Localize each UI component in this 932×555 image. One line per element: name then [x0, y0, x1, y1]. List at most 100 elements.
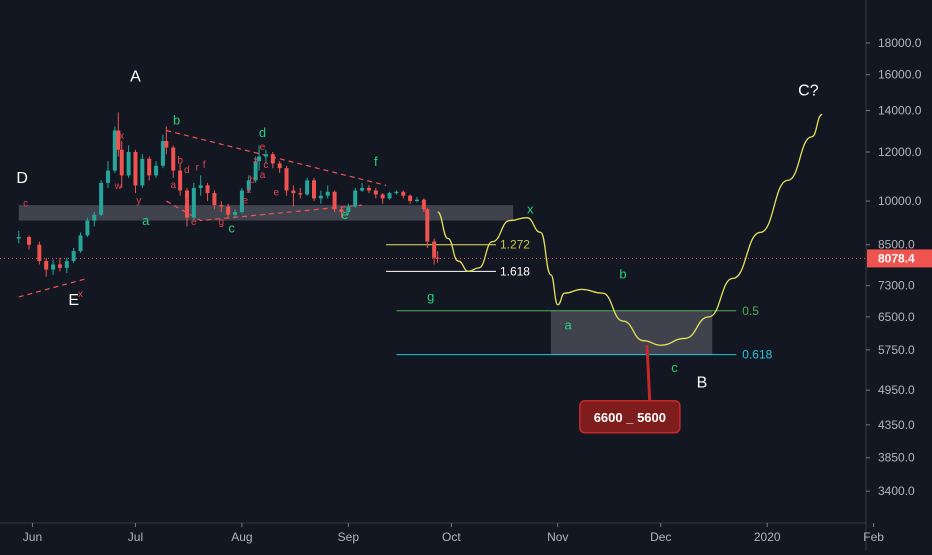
y-tick-label-9: 4950.0 [878, 383, 915, 397]
candle-5 [57, 257, 62, 272]
candle-17 [133, 149, 138, 194]
candle-1 [27, 235, 32, 250]
candle-18 [140, 154, 145, 188]
candle-body [154, 165, 159, 176]
candle-29 [212, 190, 217, 210]
candle-28 [205, 182, 210, 202]
candle-0 [16, 230, 21, 244]
lines-layer [0, 113, 866, 404]
candle-19 [147, 156, 152, 181]
x-tick-label-2: Aug [231, 530, 252, 544]
candle-39 [277, 161, 282, 173]
candle-26 [191, 182, 196, 221]
candle-11 [99, 180, 104, 217]
candle-52 [366, 185, 371, 194]
candle-22 [164, 126, 169, 155]
callout-box: 6600 _ 5600 [579, 400, 681, 434]
candle-body [421, 199, 426, 210]
candle-body [291, 190, 296, 194]
candle-body [198, 185, 203, 188]
candle-31 [226, 203, 231, 218]
fib-label-2: 0.5 [742, 304, 759, 318]
sub-wave-label-11: e [191, 217, 197, 228]
candle-body [27, 236, 32, 245]
callout-background [579, 400, 681, 434]
candle-55 [387, 191, 392, 200]
candle-body [318, 195, 323, 199]
support-zone [18, 205, 514, 221]
x-tick-label-4: Oct [442, 530, 461, 544]
candle-body [126, 152, 131, 176]
sub-wave-label-9: f [203, 160, 206, 171]
sub-wave-label-16: x [253, 155, 258, 166]
candle-body [116, 130, 121, 150]
candle-body [106, 170, 110, 183]
candle-body [44, 261, 49, 270]
x-axis-panel [0, 523, 866, 550]
candle-48 [339, 206, 344, 218]
candle-body [16, 236, 21, 239]
minor-wave-label-6: x [527, 201, 534, 216]
candle-body [85, 220, 90, 236]
candle-49 [346, 203, 351, 215]
candle-27 [198, 175, 203, 196]
candle-47 [332, 190, 337, 213]
fib-label-3: 0.618 [742, 348, 772, 362]
y-tick-label-11: 3850.0 [878, 451, 915, 465]
candle-53 [373, 187, 378, 199]
candle-24 [178, 163, 183, 196]
major-wave-label-1: D [16, 170, 28, 187]
y-tick-label-3: 12000.0 [878, 145, 922, 159]
current-price-badge: 8078.4 [867, 249, 932, 268]
candle-body [284, 168, 289, 191]
candle-16 [126, 145, 131, 178]
y-tick-label-5: 8500.0 [878, 238, 915, 252]
y-tick-label-12: 3400.0 [878, 484, 915, 498]
candle-4 [51, 259, 56, 275]
y-tick-label-6: 7300.0 [878, 279, 915, 293]
candle-10 [92, 212, 97, 227]
sub-wave-label-7: b [177, 155, 183, 166]
candle-40 [284, 165, 289, 196]
candle-body [277, 163, 282, 169]
candle-body [51, 264, 56, 270]
candle-body [219, 205, 224, 207]
candle-34 [246, 175, 251, 194]
trend-line-2 [18, 277, 88, 298]
sub-wave-label-13: x [246, 185, 251, 196]
candle-44 [312, 177, 316, 202]
candle-body [332, 191, 337, 210]
candle-54 [380, 193, 385, 204]
minor-wave-label-10: c [671, 360, 678, 375]
x-tick-label-7: 2020 [754, 530, 781, 544]
sub-wave-label-15: e [243, 196, 249, 207]
candle-body [184, 190, 189, 218]
candle-20 [154, 161, 159, 178]
candle-body [140, 158, 145, 186]
candle-body [380, 194, 385, 199]
x-tick-label-8: Feb [863, 530, 884, 544]
candle-body [432, 241, 437, 258]
x-tick-label-0: Jun [23, 530, 42, 544]
candle-7 [71, 247, 76, 263]
candle-body [78, 235, 83, 252]
y-tick-label-7: 6500.0 [878, 310, 915, 324]
candle-51 [360, 182, 365, 192]
candle-body [257, 156, 262, 162]
sub-wave-label-5: d [184, 165, 190, 176]
candle-body [360, 187, 365, 191]
candle-42 [298, 187, 303, 199]
trend-line-0 [166, 129, 387, 186]
candle-38 [270, 152, 275, 169]
trend-line-1 [166, 200, 363, 222]
candle-body [64, 261, 69, 268]
candle-32 [233, 209, 238, 218]
candle-body [164, 141, 169, 148]
candle-body [92, 214, 97, 221]
candle-body [366, 187, 371, 191]
candle-59 [415, 197, 419, 203]
sub-wave-label-4: y [136, 196, 141, 207]
candle-body [401, 191, 406, 196]
